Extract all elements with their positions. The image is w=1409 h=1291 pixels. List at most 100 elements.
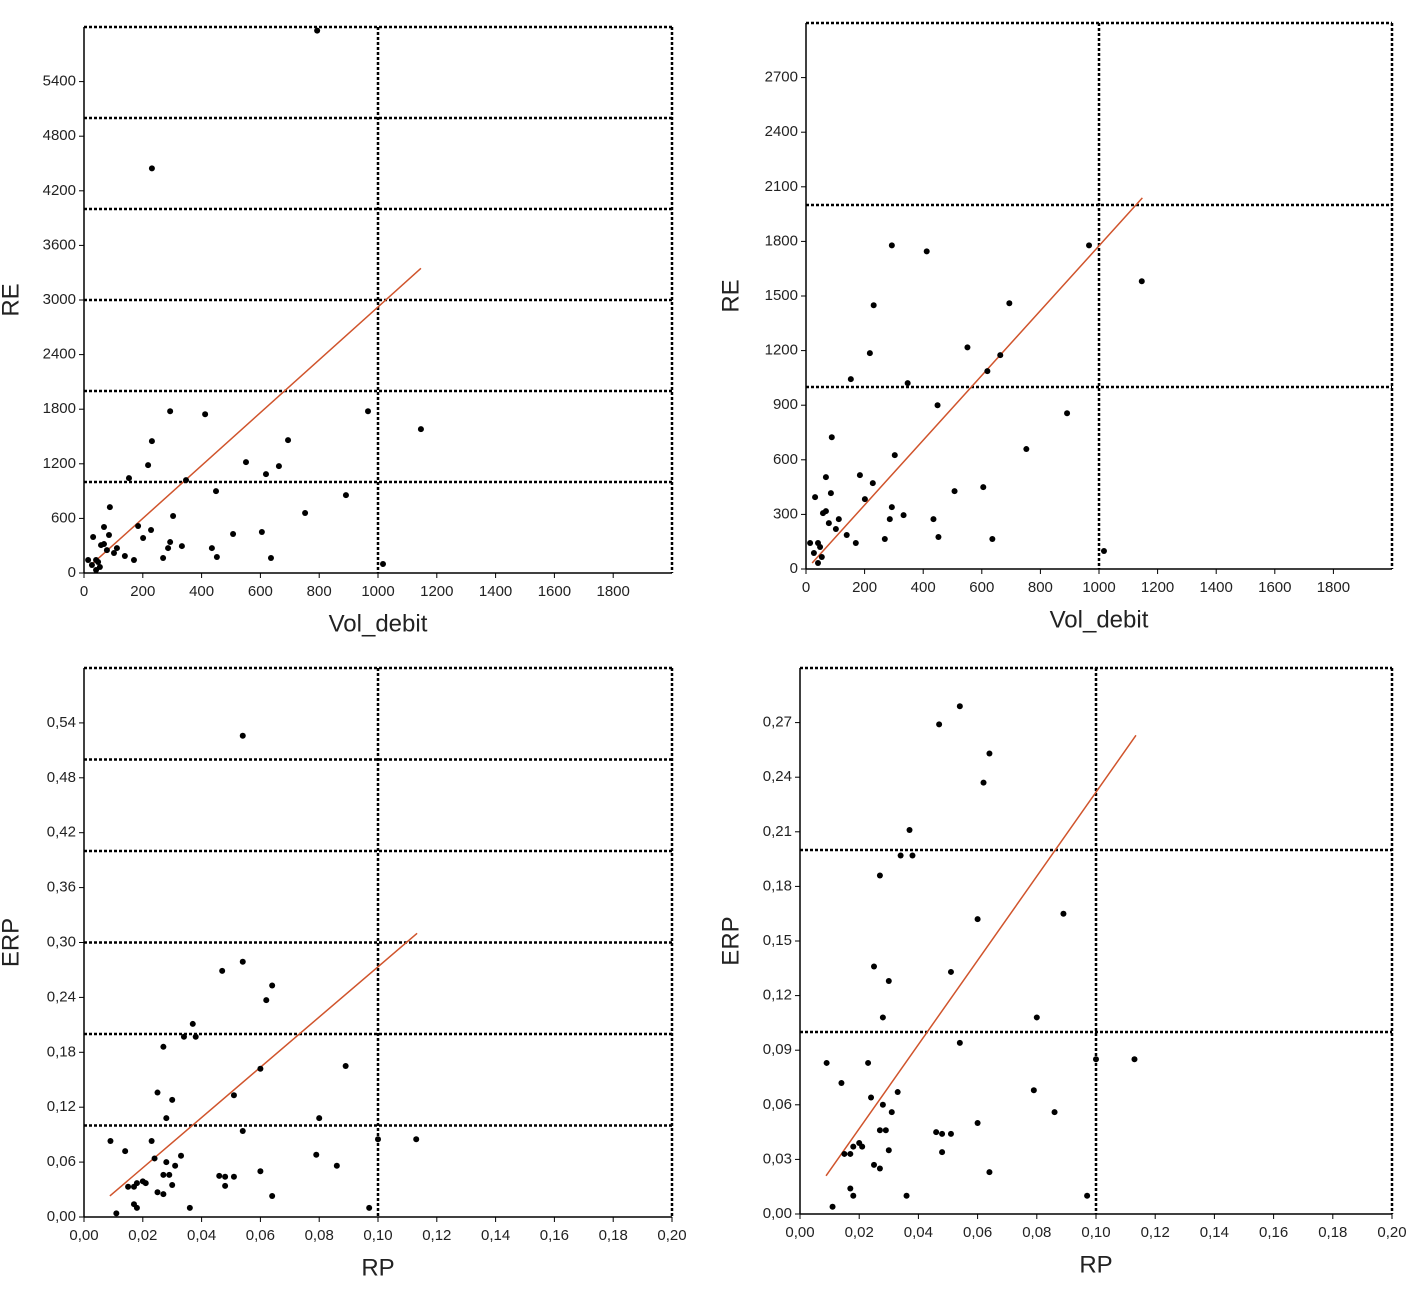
x-tick-label: 0,06 xyxy=(246,1227,275,1244)
y-axis-label: ERP xyxy=(717,916,744,965)
y-tick-label: 0,54 xyxy=(47,714,76,731)
point xyxy=(847,1185,854,1192)
x-tick-label: 600 xyxy=(248,583,273,600)
x-tick-label: 1800 xyxy=(1317,579,1350,596)
point xyxy=(866,350,873,357)
point xyxy=(888,242,895,249)
x-tick-label: 800 xyxy=(307,583,332,600)
point xyxy=(986,1169,993,1176)
y-tick-label: 0,03 xyxy=(763,1150,792,1167)
x-tick-label: 1400 xyxy=(479,583,512,600)
point xyxy=(167,408,174,415)
point xyxy=(933,1129,940,1136)
chart-panel: 0,00 0,02 0,04 0,06 0,08 0,10 0,12 0,14 0,16 0,18… xyxy=(717,666,1407,1278)
point xyxy=(130,1183,137,1190)
point xyxy=(850,1192,857,1199)
point xyxy=(974,916,981,923)
point xyxy=(1131,1056,1138,1063)
y-tick-label: 600 xyxy=(51,509,76,526)
y-tick-label: 1500 xyxy=(765,287,798,304)
point xyxy=(183,477,190,484)
y-tick-label: 4200 xyxy=(43,182,76,199)
point xyxy=(269,982,276,989)
point xyxy=(93,556,100,563)
chart-panel: 0,00 0,02 0,04 0,06 0,08 0,10 0,12 0,14 0,16 0,18… xyxy=(0,666,687,1281)
point xyxy=(154,1089,161,1096)
x-tick-label: 0 xyxy=(802,579,810,596)
point xyxy=(825,520,832,527)
x-tick-label: 0,00 xyxy=(785,1224,814,1241)
point xyxy=(1060,910,1067,917)
y-tick-label: 4800 xyxy=(43,127,76,144)
x-tick-label: 0,02 xyxy=(845,1224,874,1241)
y-tick-label: 0,24 xyxy=(47,988,76,1005)
point xyxy=(815,559,822,566)
point xyxy=(1093,1056,1099,1063)
point xyxy=(871,963,877,970)
x-tick-label: 400 xyxy=(911,579,936,596)
point xyxy=(868,1094,875,1101)
x-tick-label: 1800 xyxy=(597,583,630,600)
point xyxy=(822,474,829,481)
y-tick-label: 0,00 xyxy=(763,1205,792,1222)
point xyxy=(170,513,177,520)
x-tick-label: 0,20 xyxy=(657,1227,686,1244)
y-tick-label: 900 xyxy=(773,396,798,413)
point xyxy=(417,426,424,433)
point xyxy=(861,496,868,503)
point xyxy=(847,376,854,383)
point xyxy=(275,463,282,470)
point xyxy=(935,533,942,540)
point xyxy=(208,545,215,552)
x-tick-label: 400 xyxy=(189,583,214,600)
point xyxy=(989,535,996,542)
point xyxy=(105,532,112,539)
point xyxy=(829,1203,836,1210)
point xyxy=(285,437,292,444)
point xyxy=(178,1152,185,1159)
point xyxy=(257,1168,264,1175)
point xyxy=(316,1115,323,1122)
point xyxy=(827,490,834,497)
point xyxy=(230,531,237,538)
point xyxy=(333,1162,340,1169)
point xyxy=(263,997,270,1004)
point xyxy=(828,434,835,441)
y-tick-label: 0,27 xyxy=(763,714,792,731)
x-tick-label: 0,08 xyxy=(1022,1224,1051,1241)
point xyxy=(148,527,155,534)
point xyxy=(154,1189,161,1196)
point xyxy=(1006,300,1013,307)
point xyxy=(267,554,274,561)
point xyxy=(148,438,155,445)
y-tick-label: 3600 xyxy=(43,236,76,253)
x-tick-label: 0,10 xyxy=(363,1227,392,1244)
y-tick-label: 0,21 xyxy=(763,823,792,840)
point xyxy=(160,554,167,561)
y-tick-label: 0,00 xyxy=(47,1208,76,1225)
point xyxy=(964,344,971,351)
x-tick-label: 200 xyxy=(130,583,155,600)
point xyxy=(213,488,220,495)
x-tick-label: 0,18 xyxy=(1318,1224,1347,1241)
point xyxy=(90,534,97,541)
point xyxy=(865,1059,872,1066)
point xyxy=(897,852,904,859)
point xyxy=(885,1147,892,1154)
point xyxy=(879,1014,886,1021)
y-tick-label: 0,18 xyxy=(47,1043,76,1060)
y-axis-label: RE xyxy=(717,279,744,312)
point xyxy=(222,1182,229,1189)
x-tick-label: 0 xyxy=(80,583,88,600)
x-tick-label: 0,08 xyxy=(305,1227,334,1244)
point xyxy=(886,516,893,523)
point xyxy=(122,1148,129,1155)
point xyxy=(956,703,963,710)
point xyxy=(140,535,147,542)
point xyxy=(823,1059,830,1066)
y-tick-label: 0,12 xyxy=(763,987,792,1004)
x-tick-label: 0,04 xyxy=(187,1227,216,1244)
x-tick-label: 0,14 xyxy=(481,1227,510,1244)
point xyxy=(1023,446,1030,453)
